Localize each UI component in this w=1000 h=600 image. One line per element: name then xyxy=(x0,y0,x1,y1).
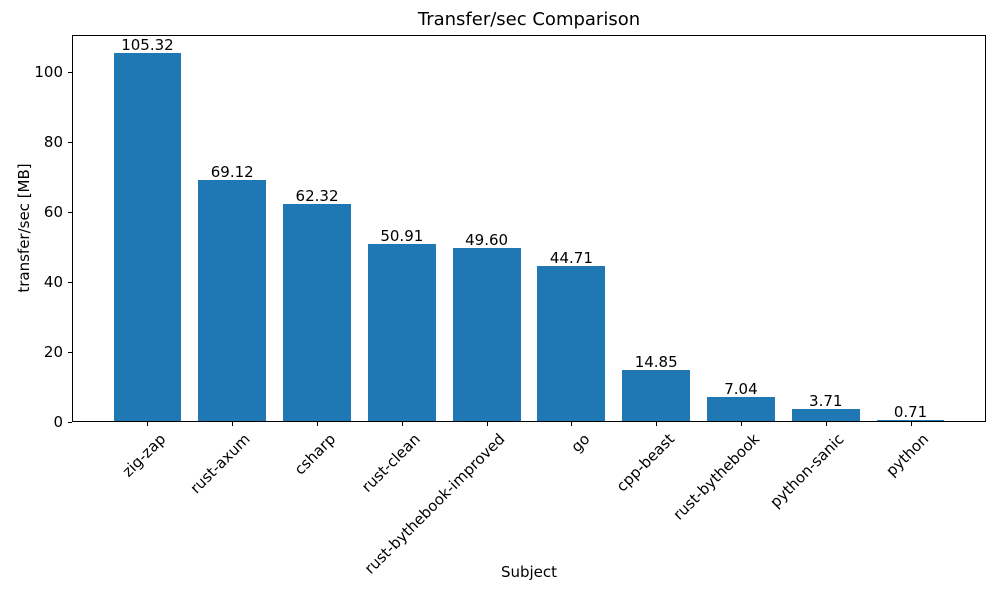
x-tick-label: rust-bythebook xyxy=(669,430,763,524)
bar-value-label: 62.32 xyxy=(295,186,339,205)
x-tick-mark xyxy=(147,422,149,426)
bar xyxy=(452,248,521,421)
x-tick-mark xyxy=(486,422,488,426)
bar-value-label: 44.71 xyxy=(549,248,593,267)
bar-value-label: 3.71 xyxy=(809,392,843,411)
bar xyxy=(707,397,775,421)
x-tick-label: zig-zap xyxy=(118,430,170,481)
x-tick-mark xyxy=(910,422,912,426)
y-axis-label: transfer/sec [MB] xyxy=(15,163,33,293)
x-tick-mark xyxy=(740,422,742,426)
bar xyxy=(283,203,351,421)
x-tick-mark xyxy=(232,422,234,426)
x-tick-mark xyxy=(825,422,827,426)
y-tick-label: 20 xyxy=(43,343,63,361)
y-tick-mark xyxy=(68,422,72,423)
bar xyxy=(198,180,267,421)
x-tick-mark xyxy=(317,422,319,426)
x-tick-label: rust-axum xyxy=(186,430,254,498)
y-tick-label: 0 xyxy=(53,413,63,431)
y-tick-mark xyxy=(68,352,72,353)
bar-value-label: 105.32 xyxy=(121,36,174,55)
y-tick-label: 100 xyxy=(34,63,63,82)
bar-value-label: 49.60 xyxy=(465,231,509,250)
bar-value-label: 69.12 xyxy=(210,163,254,182)
y-tick-label: 40 xyxy=(43,273,63,292)
x-tick-mark xyxy=(401,422,403,426)
x-tick-label: rust-bythebook-improved xyxy=(360,430,509,578)
plot-area: 105.32 69.12 62.32 50.91 49.60 44.71 14.85 7.04… xyxy=(72,35,986,422)
y-tick-mark xyxy=(68,142,72,144)
chart-title: Transfer/sec Comparison xyxy=(417,9,641,30)
x-tick-label: rust-clean xyxy=(357,430,424,496)
bar-value-label: 0.71 xyxy=(893,402,928,421)
x-axis-label: Subject xyxy=(500,563,558,581)
bar xyxy=(791,409,860,421)
x-tick-label: cpp-beast xyxy=(612,430,678,496)
x-tick-label: go xyxy=(567,430,594,456)
bar-value-label: 50.91 xyxy=(380,226,424,245)
bar xyxy=(622,370,691,421)
bar xyxy=(367,243,436,421)
y-tick-mark xyxy=(68,72,72,74)
x-tick-mark xyxy=(571,422,573,426)
x-tick-label: python xyxy=(882,430,933,480)
x-tick-label: csharp xyxy=(290,430,339,479)
bar-value-label: 7.04 xyxy=(724,380,758,399)
x-tick-label: python-sanic xyxy=(766,430,848,512)
y-tick-label: 60 xyxy=(43,203,63,222)
bar xyxy=(537,265,606,421)
bar-value-label: 14.85 xyxy=(634,353,678,372)
x-tick-mark xyxy=(656,422,658,426)
bar xyxy=(876,419,945,421)
y-tick-label: 80 xyxy=(43,133,63,152)
y-tick-mark xyxy=(68,212,72,214)
bar xyxy=(113,53,182,421)
y-tick-mark xyxy=(68,282,72,284)
